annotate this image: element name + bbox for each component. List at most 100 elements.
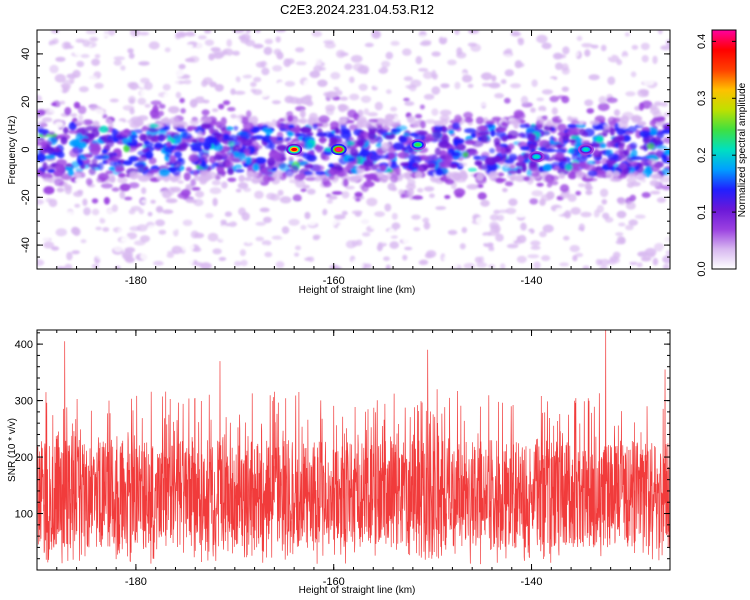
heatmap-cell bbox=[292, 194, 302, 202]
heatmap-cell bbox=[102, 227, 110, 232]
colorbar-tick-label: 0.4 bbox=[696, 34, 708, 49]
heatmap-cell bbox=[607, 76, 616, 85]
heatmap-cell bbox=[594, 216, 605, 225]
heatmap-cell bbox=[311, 207, 323, 213]
heatmap-cell bbox=[269, 136, 278, 141]
heatmap-cell bbox=[517, 37, 524, 42]
heatmap-cell bbox=[88, 167, 96, 176]
heatmap-cell bbox=[158, 229, 167, 235]
heatmap-cell bbox=[170, 176, 179, 183]
heatmap-cell bbox=[382, 142, 390, 151]
heatmap-cell bbox=[549, 95, 559, 103]
heatmap-cell bbox=[222, 100, 231, 106]
snr-panel: -180 -160 -140 100 200 300 400 Height of stra… bbox=[7, 329, 671, 596]
heatmap-cell bbox=[145, 150, 154, 160]
heatmap-cell bbox=[204, 136, 217, 145]
heatmap-cell bbox=[640, 158, 653, 166]
heatmap-cell bbox=[464, 117, 474, 123]
heatmap-cell bbox=[130, 116, 142, 123]
heatmap-cell bbox=[230, 113, 237, 119]
heatmap-cell bbox=[71, 250, 80, 255]
heatmap-cell bbox=[315, 61, 322, 67]
heatmap-cell bbox=[385, 264, 391, 269]
heatmap-cell bbox=[269, 141, 276, 150]
heatmap-cell bbox=[77, 105, 87, 115]
heatmap-cell bbox=[586, 160, 596, 165]
heatmap-cell bbox=[173, 151, 182, 159]
heatmap-cell bbox=[180, 108, 186, 114]
heatmap-cell bbox=[575, 190, 582, 196]
heatmap-cell bbox=[565, 164, 573, 171]
heatmap-cell bbox=[465, 139, 475, 145]
heatmap-cell bbox=[390, 40, 400, 46]
heatmap-cell bbox=[542, 164, 552, 172]
heatmap-cell bbox=[411, 214, 421, 220]
heatmap-cell bbox=[218, 257, 227, 261]
heatmap-cell bbox=[103, 197, 110, 205]
heatmap-cell bbox=[516, 167, 522, 175]
heatmap-cell bbox=[399, 135, 408, 143]
heatmap-cell bbox=[514, 60, 523, 69]
heatmap-cell bbox=[49, 64, 59, 74]
heatmap-cell bbox=[68, 130, 77, 134]
heatmap-cell bbox=[425, 119, 436, 124]
heatmap-cell bbox=[495, 233, 504, 242]
colorbar-tick-label: 0.1 bbox=[696, 204, 708, 219]
heatmap-cell bbox=[585, 247, 595, 257]
heatmap-cell bbox=[449, 224, 461, 232]
heatmap-cell bbox=[397, 151, 409, 159]
heatmap-cell bbox=[64, 186, 72, 195]
heatmap-cell bbox=[120, 65, 126, 71]
heatmap-cell bbox=[63, 30, 75, 36]
heatmap-cell bbox=[220, 219, 227, 225]
heatmap-cell bbox=[304, 133, 310, 138]
heatmap-cell bbox=[144, 103, 151, 108]
heatmap-cell bbox=[212, 108, 219, 112]
heatmap-cell bbox=[475, 216, 486, 225]
heatmap-cell bbox=[655, 149, 663, 158]
heatmap-cell bbox=[240, 229, 250, 235]
heatmap-cell bbox=[521, 206, 528, 213]
heatmap-cell bbox=[163, 30, 171, 36]
heatmap-cell bbox=[480, 199, 490, 207]
heatmap-cell bbox=[510, 32, 522, 37]
heatmap-cell bbox=[193, 170, 199, 177]
heatmap-cell bbox=[374, 101, 383, 111]
heatmap-cell bbox=[74, 120, 86, 125]
heatmap-cell bbox=[414, 46, 423, 54]
heatmap-cell bbox=[264, 201, 276, 206]
heatmap-cell bbox=[636, 262, 643, 268]
heatmap-cell bbox=[659, 176, 670, 183]
heatmap-cell bbox=[148, 41, 160, 50]
heatmap-cell bbox=[59, 100, 66, 105]
heatmap-cell bbox=[481, 235, 492, 244]
heatmap-cell bbox=[495, 131, 507, 137]
heatmap-cell bbox=[313, 65, 323, 72]
heatmap-cell bbox=[358, 83, 368, 92]
heatmap-cell bbox=[541, 255, 551, 262]
heatmap-cell bbox=[271, 100, 281, 105]
heatmap-cell bbox=[570, 264, 579, 268]
heatmap-cell bbox=[363, 263, 372, 269]
heatmap-cell bbox=[447, 229, 458, 235]
heatmap-cell bbox=[564, 77, 571, 85]
heatmap-cell bbox=[91, 208, 100, 216]
heatmap-cell bbox=[322, 180, 332, 188]
heatmap-cell bbox=[271, 119, 277, 128]
heatmap-cell bbox=[576, 156, 588, 163]
heatmap-cell bbox=[359, 215, 371, 225]
heatmap-cell bbox=[219, 124, 227, 131]
heatmap-cell bbox=[310, 55, 322, 62]
heatmap-cell bbox=[603, 124, 610, 130]
heatmap-cell bbox=[443, 255, 451, 263]
heatmap-cell bbox=[387, 152, 395, 160]
heatmap-cell bbox=[262, 244, 269, 250]
heatmap-cell bbox=[403, 97, 410, 102]
snr-line bbox=[37, 330, 670, 565]
heatmap-cell bbox=[256, 144, 263, 150]
heatmap-cell bbox=[620, 88, 627, 93]
heatmap-cell bbox=[373, 79, 384, 88]
colorbar: 0.0 0.1 0.2 0.3 0.4 Normalized spectral ampl… bbox=[696, 29, 748, 277]
heatmap-cell bbox=[222, 137, 230, 141]
heatmap-cell bbox=[662, 255, 670, 264]
